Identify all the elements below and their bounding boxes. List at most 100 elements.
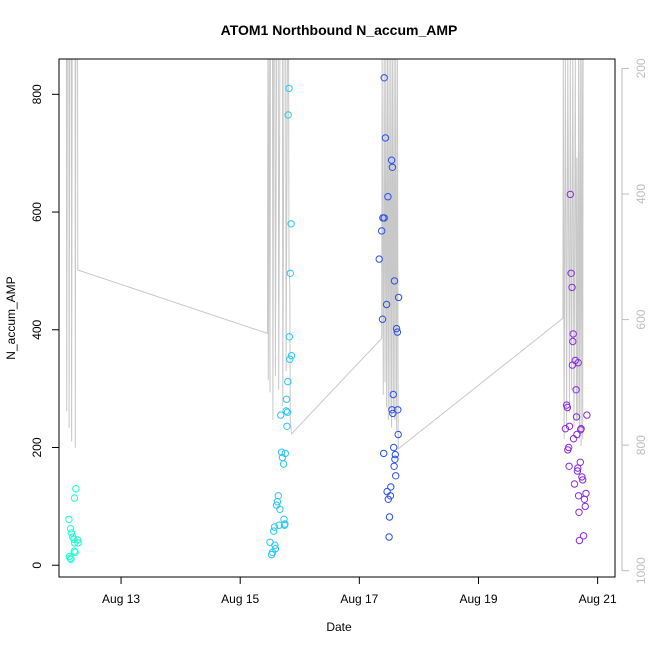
data-point bbox=[284, 111, 292, 119]
y2-tick-label: 200 bbox=[634, 58, 648, 78]
data-point bbox=[282, 407, 290, 415]
data-point bbox=[388, 406, 396, 414]
data-point bbox=[576, 458, 584, 466]
data-point bbox=[570, 480, 579, 488]
data-point bbox=[393, 328, 402, 336]
data-point bbox=[281, 449, 289, 458]
x-tick-label: Aug 13 bbox=[102, 592, 140, 606]
y-axis: 0 200 400 600 800 bbox=[30, 84, 59, 569]
data-point bbox=[392, 472, 400, 480]
data-point bbox=[389, 390, 397, 399]
data-point bbox=[285, 333, 294, 341]
x-tick-label: Aug 15 bbox=[221, 592, 259, 606]
data-point bbox=[569, 337, 577, 346]
data-point bbox=[378, 315, 387, 323]
data-point bbox=[380, 449, 388, 458]
data-point bbox=[577, 425, 585, 433]
data-point bbox=[277, 411, 285, 419]
data-point bbox=[565, 422, 574, 430]
data-point bbox=[387, 483, 395, 491]
data-point bbox=[71, 548, 79, 556]
data-point bbox=[388, 163, 397, 172]
data-point bbox=[66, 525, 75, 533]
data-point bbox=[270, 527, 278, 535]
x-axis-label: Date bbox=[326, 620, 352, 634]
data-point bbox=[394, 430, 402, 439]
data-point bbox=[391, 455, 399, 463]
data-point bbox=[74, 539, 82, 547]
y-axis-label: N_accum_AMP bbox=[4, 276, 18, 359]
data-point bbox=[574, 359, 582, 367]
data-point bbox=[382, 300, 391, 309]
data-point bbox=[569, 435, 578, 443]
y2-tick-label: 800 bbox=[634, 435, 648, 455]
data-point bbox=[386, 492, 395, 500]
data-point bbox=[70, 494, 79, 502]
data-point bbox=[285, 84, 293, 93]
data-point bbox=[72, 485, 80, 493]
data-point bbox=[384, 193, 392, 201]
y-tick-label: 600 bbox=[30, 202, 44, 222]
data-point bbox=[394, 406, 402, 414]
data-point bbox=[573, 467, 582, 475]
data-point bbox=[70, 535, 78, 543]
data-point bbox=[561, 425, 570, 433]
chart-title: ATOM1 Northbound N_accum_AMP bbox=[221, 22, 458, 38]
data-point bbox=[283, 408, 292, 416]
line-series bbox=[65, 59, 584, 450]
data-point bbox=[271, 541, 279, 549]
data-point bbox=[394, 293, 403, 302]
data-point bbox=[380, 74, 388, 82]
data-point bbox=[566, 190, 574, 199]
data-point bbox=[378, 227, 386, 235]
data-point bbox=[276, 505, 284, 513]
data-point bbox=[380, 214, 388, 222]
data-point bbox=[287, 352, 296, 360]
data-point bbox=[281, 520, 289, 528]
data-point bbox=[66, 554, 74, 562]
data-point bbox=[279, 460, 288, 468]
data-point bbox=[565, 462, 573, 470]
data-point bbox=[270, 523, 279, 531]
data-point bbox=[569, 330, 577, 338]
data-point bbox=[582, 489, 590, 498]
data-point bbox=[575, 508, 583, 516]
data-point bbox=[73, 536, 82, 544]
points-layer bbox=[65, 74, 591, 563]
data-point bbox=[389, 409, 397, 418]
data-point bbox=[287, 220, 295, 228]
data-point bbox=[575, 536, 584, 545]
data-point bbox=[390, 443, 398, 452]
data-point bbox=[70, 547, 79, 555]
data-point bbox=[579, 476, 587, 484]
data-point bbox=[579, 532, 588, 540]
y2-tick-label: 400 bbox=[634, 184, 648, 204]
data-point bbox=[573, 430, 581, 439]
data-point bbox=[274, 492, 282, 500]
line-series-layer bbox=[65, 59, 584, 450]
y2-tick-label: 600 bbox=[634, 309, 648, 329]
data-point bbox=[580, 495, 589, 503]
y-tick-label: 200 bbox=[30, 437, 44, 457]
data-point bbox=[65, 515, 73, 523]
data-point bbox=[277, 448, 286, 456]
data-point bbox=[387, 156, 396, 164]
data-point bbox=[67, 555, 75, 563]
data-point bbox=[563, 403, 572, 412]
data-point bbox=[381, 134, 390, 142]
data-point bbox=[282, 395, 291, 403]
data-point bbox=[572, 386, 580, 394]
data-point bbox=[375, 255, 383, 263]
data-point bbox=[390, 277, 399, 285]
data-point bbox=[583, 411, 591, 419]
data-point bbox=[567, 269, 575, 277]
data-point bbox=[391, 450, 399, 459]
data-point bbox=[385, 533, 393, 541]
data-point bbox=[385, 513, 394, 521]
data-point bbox=[286, 269, 294, 277]
data-point bbox=[581, 502, 589, 511]
data-point bbox=[392, 324, 401, 333]
data-point bbox=[283, 422, 291, 430]
data-point bbox=[578, 473, 586, 481]
